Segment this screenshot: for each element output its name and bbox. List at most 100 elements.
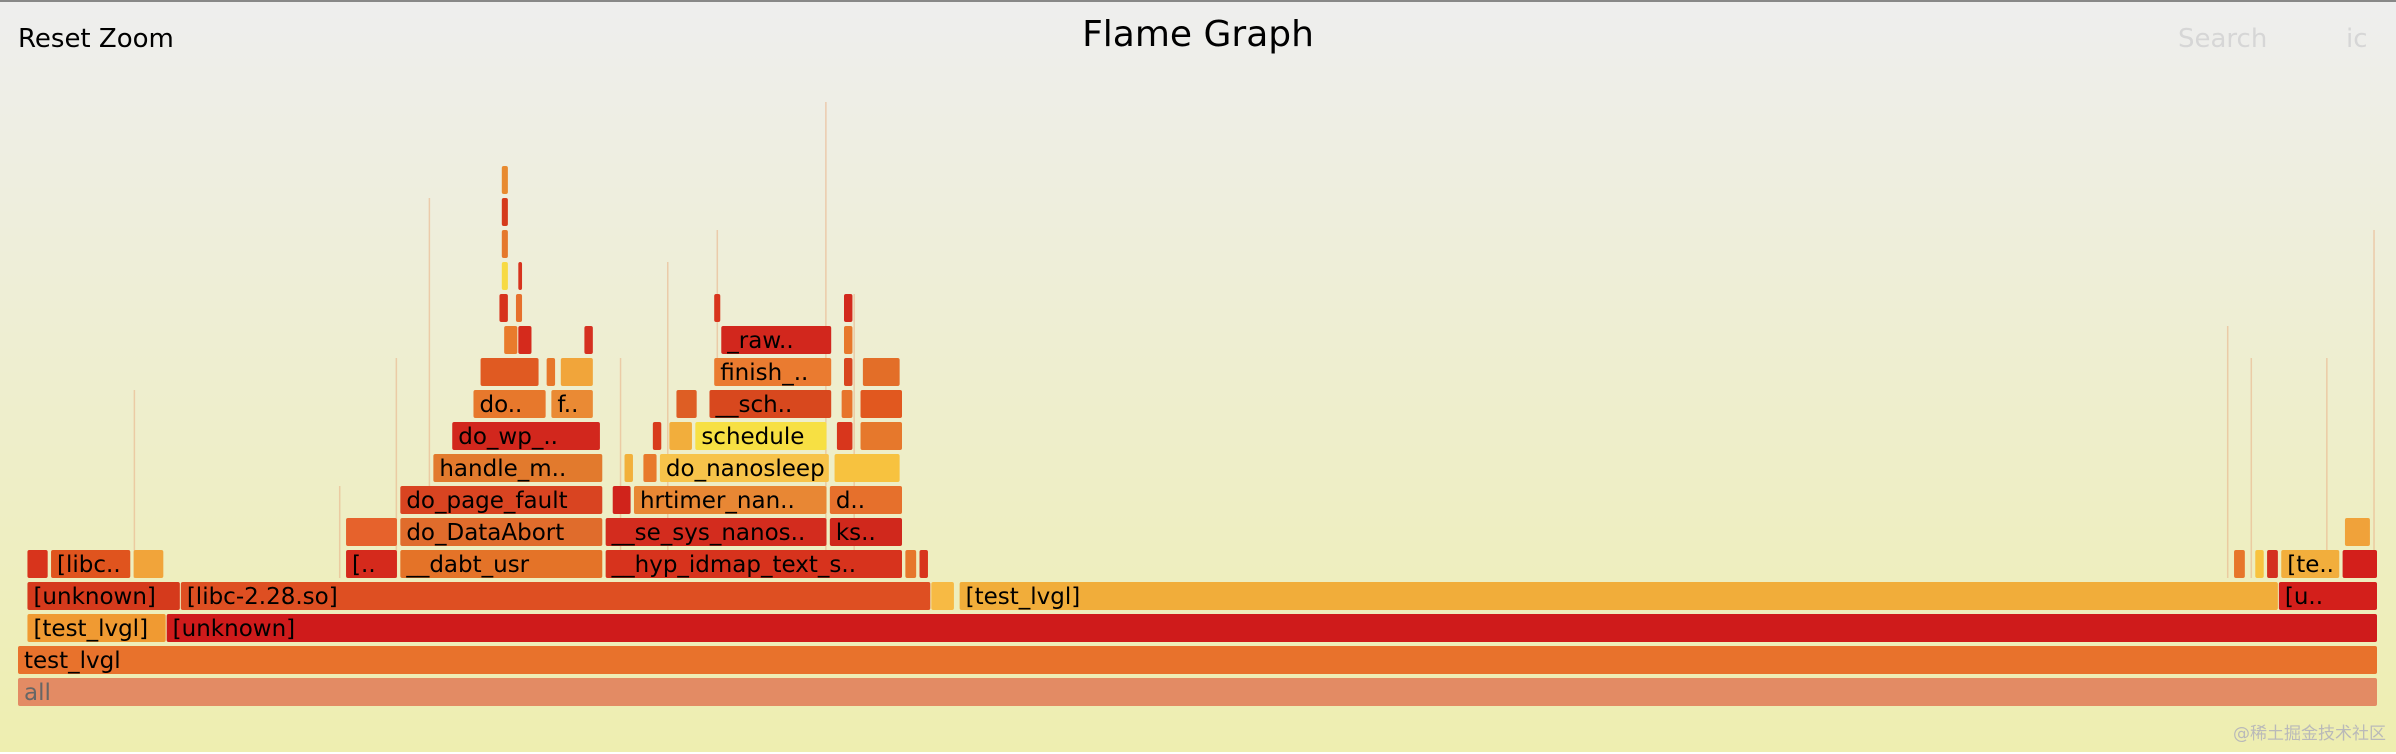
flame-frame[interactable]: [libc-2.28.so] xyxy=(180,582,931,610)
flame-frame[interactable] xyxy=(27,550,48,578)
flame-frame[interactable] xyxy=(836,422,853,450)
flame-frame-rect[interactable] xyxy=(2278,582,2377,610)
flame-frame[interactable] xyxy=(841,390,853,418)
flame-frame[interactable] xyxy=(676,390,697,418)
flame-frame-rect[interactable] xyxy=(834,454,900,482)
flame-frame[interactable]: ks.. xyxy=(829,518,902,546)
flame-frame[interactable] xyxy=(480,358,539,386)
flame-frame-rect[interactable] xyxy=(905,550,917,578)
flame-frame-rect[interactable] xyxy=(2342,550,2377,578)
flame-frame[interactable] xyxy=(2267,550,2278,578)
flame-frame-rect[interactable] xyxy=(504,326,518,354)
flame-frame[interactable] xyxy=(560,358,593,386)
flame-frame[interactable] xyxy=(501,230,508,258)
flame-frame-rect[interactable] xyxy=(518,326,532,354)
flame-frame-rect[interactable] xyxy=(546,358,556,386)
flame-frame[interactable]: do_DataAbort xyxy=(400,518,603,546)
flame-frame[interactable] xyxy=(612,486,631,514)
flame-frame-rect[interactable] xyxy=(860,390,902,418)
flame-frame[interactable] xyxy=(669,422,692,450)
flame-frame[interactable]: _raw.. xyxy=(721,326,832,354)
flame-frame-rect[interactable] xyxy=(844,294,853,322)
flame-frame[interactable]: __se_sys_nanos.. xyxy=(605,518,827,546)
flame-frame-rect[interactable] xyxy=(2255,550,2264,578)
flame-frame-rect[interactable] xyxy=(714,294,721,322)
search-button[interactable]: Search xyxy=(2178,24,2268,54)
flame-frame[interactable] xyxy=(584,326,593,354)
flame-frame-rect[interactable] xyxy=(27,582,180,610)
flame-frame[interactable]: handle_m.. xyxy=(433,454,603,482)
flame-frame-rect[interactable] xyxy=(18,646,2377,674)
flame-frame-rect[interactable] xyxy=(836,422,853,450)
flame-frame-rect[interactable] xyxy=(346,518,397,546)
flame-frame[interactable] xyxy=(714,294,721,322)
flame-frame[interactable] xyxy=(501,262,508,290)
flame-frame[interactable]: [.. xyxy=(346,550,397,578)
flame-frame-rect[interactable] xyxy=(605,518,827,546)
flame-frame-rect[interactable] xyxy=(669,422,692,450)
flame-frame-rect[interactable] xyxy=(612,486,631,514)
flame-frame-rect[interactable] xyxy=(346,550,397,578)
flame-frame[interactable]: [te.. xyxy=(2281,550,2340,578)
flame-frame-rect[interactable] xyxy=(584,326,593,354)
flame-frame-rect[interactable] xyxy=(501,230,508,258)
flame-frame[interactable] xyxy=(652,422,662,450)
flame-frame[interactable]: __sch.. xyxy=(709,390,832,418)
flame-frame[interactable]: all xyxy=(18,678,2377,706)
flame-frame-rect[interactable] xyxy=(844,326,853,354)
flame-frame[interactable] xyxy=(2234,550,2245,578)
flame-frame-rect[interactable] xyxy=(2267,550,2278,578)
flame-frame-rect[interactable] xyxy=(18,678,2377,706)
flame-frame[interactable]: finish_.. xyxy=(714,358,832,386)
flame-frame-rect[interactable] xyxy=(829,518,902,546)
flame-frame[interactable] xyxy=(133,550,164,578)
flame-frame-rect[interactable] xyxy=(931,582,954,610)
flame-frame-rect[interactable] xyxy=(480,358,539,386)
flame-frame[interactable] xyxy=(844,358,853,386)
flame-frame-rect[interactable] xyxy=(501,262,508,290)
flame-frame[interactable]: do_page_fault xyxy=(400,486,603,514)
flame-frame-rect[interactable] xyxy=(676,390,697,418)
flame-frame[interactable]: __hyp_idmap_text_s.. xyxy=(605,550,902,578)
flame-frame[interactable] xyxy=(2255,550,2264,578)
flame-frame[interactable] xyxy=(546,358,556,386)
flame-frame-rect[interactable] xyxy=(643,454,657,482)
flame-frame-rect[interactable] xyxy=(501,166,508,194)
flame-frame-rect[interactable] xyxy=(721,326,832,354)
flame-frame[interactable] xyxy=(501,198,508,226)
flame-frame[interactable] xyxy=(919,550,928,578)
flame-frame[interactable]: [libc.. xyxy=(51,550,131,578)
flame-frame-rect[interactable] xyxy=(919,550,928,578)
flame-frame-rect[interactable] xyxy=(829,486,902,514)
flame-frame-rect[interactable] xyxy=(714,358,832,386)
flame-frame-rect[interactable] xyxy=(633,486,827,514)
flame-frame[interactable]: schedule xyxy=(695,422,827,450)
flame-frame-rect[interactable] xyxy=(844,358,853,386)
flame-frame[interactable] xyxy=(844,326,853,354)
flame-frame-rect[interactable] xyxy=(2281,550,2340,578)
flame-frame-rect[interactable] xyxy=(560,358,593,386)
flame-frame-rect[interactable] xyxy=(695,422,827,450)
flame-frame[interactable]: do_wp_.. xyxy=(452,422,600,450)
ignore-case-toggle[interactable]: ic xyxy=(2346,24,2368,54)
flame-frame[interactable] xyxy=(346,518,397,546)
flame-frame[interactable] xyxy=(905,550,917,578)
flame-frame-rect[interactable] xyxy=(501,198,508,226)
flame-frame-rect[interactable] xyxy=(862,358,900,386)
flame-frame-rect[interactable] xyxy=(551,390,593,418)
flame-frame[interactable]: test_lvgl xyxy=(18,646,2377,674)
flame-frame-rect[interactable] xyxy=(400,518,603,546)
flame-frame[interactable] xyxy=(834,454,900,482)
flame-frame[interactable] xyxy=(860,422,902,450)
flame-frame[interactable]: do.. xyxy=(473,390,546,418)
flame-frame[interactable]: f.. xyxy=(551,390,593,418)
flame-frame[interactable] xyxy=(862,358,900,386)
flame-frame-rect[interactable] xyxy=(133,550,164,578)
flame-frame-rect[interactable] xyxy=(624,454,633,482)
flame-frame-rect[interactable] xyxy=(959,582,2278,610)
flame-frame-rect[interactable] xyxy=(27,550,48,578)
flame-frame-rect[interactable] xyxy=(473,390,546,418)
flame-frame-rect[interactable] xyxy=(860,422,902,450)
flame-frame[interactable] xyxy=(860,390,902,418)
flame-frame-rect[interactable] xyxy=(433,454,603,482)
